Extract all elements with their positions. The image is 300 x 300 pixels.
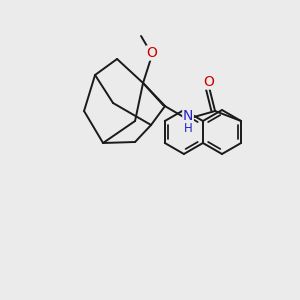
Text: O: O xyxy=(204,75,214,89)
Text: N: N xyxy=(183,109,193,123)
Text: H: H xyxy=(184,122,192,136)
Text: O: O xyxy=(147,46,158,60)
